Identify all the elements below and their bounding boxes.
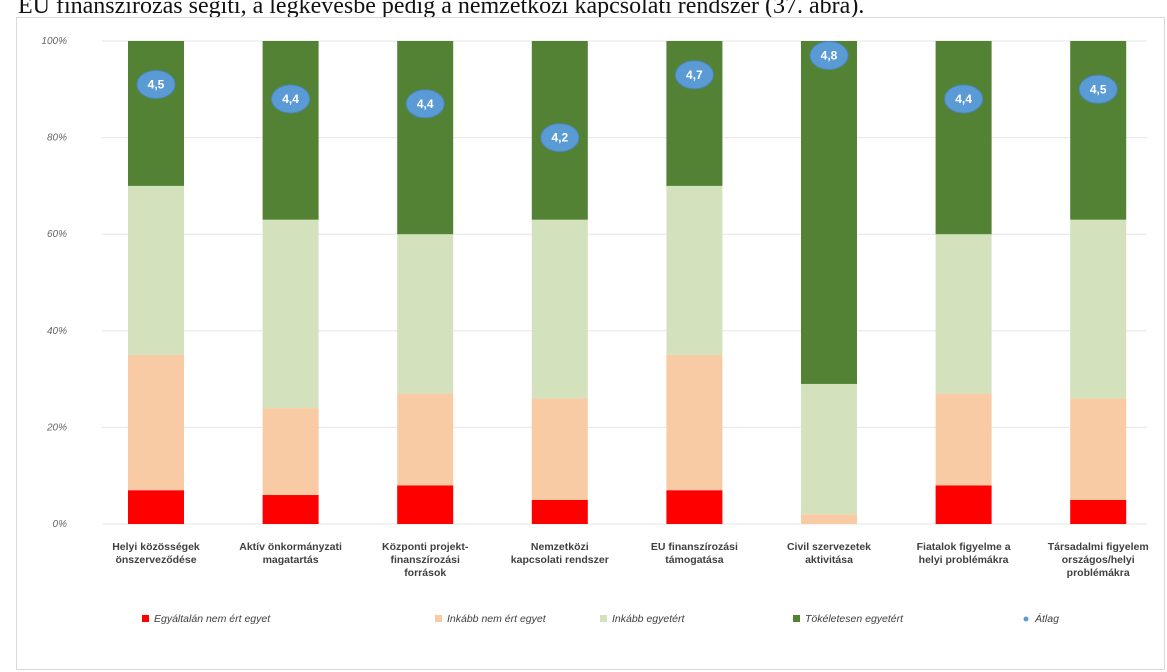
legend-swatch [793,615,800,622]
bar-segment [397,234,454,394]
average-marker [271,84,311,114]
bar-segment [935,234,992,394]
average-marker [405,89,445,119]
average-marker [809,40,849,70]
category-label: Társadalmi figyelem országos/helyi problém… [1048,541,1149,579]
average-label: 4,2 [551,131,568,145]
bar-segment [128,354,184,491]
legend-swatch [600,615,607,622]
average-marker [944,84,984,114]
y-tick-label: 60% [47,229,67,240]
category-label: EU finanszírozási támogatása [651,541,738,566]
bar-segment [666,354,723,491]
legend-label: Inkább nem ért egyet [447,613,547,625]
chart-caption: EU finanszírozás segíti, a legkevésbé pe… [18,0,865,19]
average-marker [136,69,176,99]
bar-segment [397,393,454,486]
bar-segment [1070,219,1127,399]
average-label: 4,5 [1090,82,1107,96]
bar-segment [666,185,723,355]
bar-segment [935,485,992,524]
bar-segment [801,383,857,515]
average-label: 4,4 [417,97,434,111]
bar-segment [1070,398,1127,500]
y-tick-label: 0% [53,519,68,530]
bar-segment [666,490,723,524]
legend-label: Tökéletesen egyetért [805,613,904,625]
y-tick-label: 100% [41,36,67,47]
bar-segment [262,41,319,220]
legend-label: Átlag [1034,612,1059,625]
bar-segment [1070,41,1127,220]
average-label: 4,4 [282,92,299,106]
category-label: Központi projekt-finanszírozási források [382,541,469,579]
category-label: Helyi közösségek önszerveződése [112,541,200,566]
y-tick-label: 80% [47,133,67,144]
average-marker [1078,74,1118,104]
bar-segment [128,490,184,524]
y-tick-label: 40% [47,326,67,337]
bar-segment [1070,499,1127,524]
bar-segment [531,219,588,399]
bar-segment [531,398,588,500]
bar-segment [531,499,588,524]
legend-label: Inkább egyetért [612,613,685,625]
bar-segment [262,408,319,496]
stacked-bar-chart: 0% 20% 40% 60% 80% 100% 4,5 4,4 4,4 4,2 4,7 4,8 4,4… [41,36,1149,625]
average-label: 4,7 [686,68,703,82]
legend-label: Egyáltalán nem ért egyet [154,613,271,625]
legend-swatch [435,615,442,622]
average-label: 4,8 [821,48,838,62]
category-label: Nemzetközi kapcsolati rendszer [511,541,609,566]
bar-segment [262,495,319,524]
bar-segment [262,219,319,409]
bar-segment [128,185,184,355]
bar-segment [397,485,454,524]
category-label: Aktív önkormányzati magatartás [239,541,342,566]
category-label: Civil szervezetek aktivitása [787,541,871,566]
average-label: 4,4 [955,92,972,106]
average-label: 4,5 [148,77,165,91]
bar-segment [935,393,992,486]
bar-segment [801,514,857,524]
category-label: Fiatalok figyelme a helyi problémákra [917,541,1011,566]
y-tick-label: 20% [46,422,67,433]
average-marker [540,123,580,153]
chart-frame: 0% 20% 40% 60% 80% 100% 4,5 4,4 4,4 4,2 4,7 4,8 4,4… [16,17,1165,670]
bar-segment [801,41,857,384]
bar-segment [935,41,992,235]
bar-segment [128,41,184,186]
bar-segment [397,41,454,235]
legend-swatch [142,615,149,622]
legend-swatch [1023,616,1029,622]
average-marker [674,60,714,90]
